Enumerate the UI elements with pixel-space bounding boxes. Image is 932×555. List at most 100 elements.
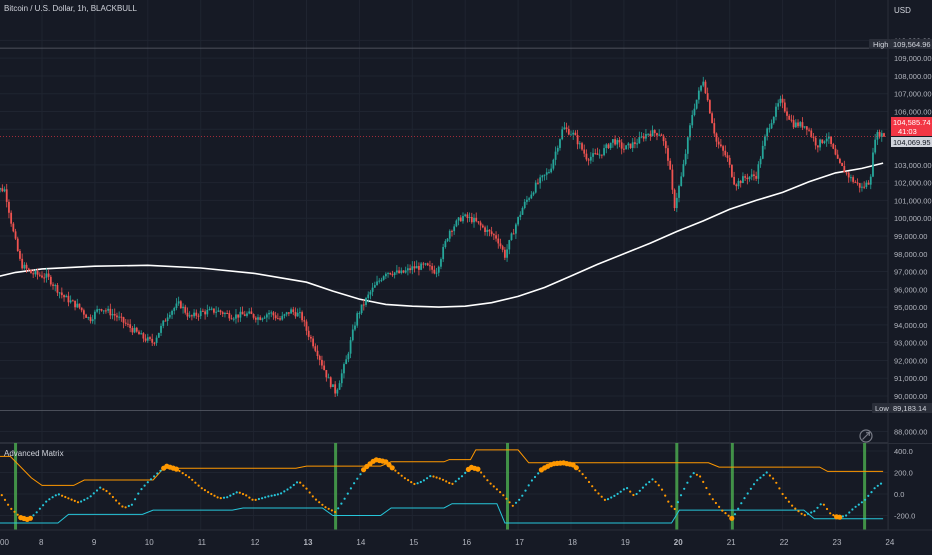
- candle-body: [230, 318, 233, 320]
- candle-body: [519, 214, 522, 218]
- candle-body: [832, 143, 835, 149]
- candle-body: [673, 189, 676, 209]
- chart-settings-icon[interactable]: [859, 429, 873, 443]
- oscillator-dot: [270, 494, 273, 497]
- candle-body: [808, 129, 810, 131]
- oscillator-dot: [654, 480, 657, 483]
- oscillator-dot: [622, 488, 626, 491]
- signal-bar: [675, 443, 679, 530]
- candle-body: [356, 313, 359, 326]
- oscillator-dot: [781, 492, 784, 496]
- price-tick-label: 100,000.00: [894, 214, 932, 223]
- candle-body: [312, 338, 315, 347]
- candle-body: [133, 327, 136, 333]
- currency-label[interactable]: USD: [894, 6, 911, 15]
- candle-body: [847, 172, 850, 178]
- candle-body: [89, 317, 92, 322]
- price-axis[interactable]: [888, 0, 932, 443]
- candle-body: [572, 132, 575, 135]
- oscillator-dot: [791, 504, 794, 507]
- oscillator-dot: [527, 484, 530, 487]
- time-label: 20: [674, 538, 683, 547]
- oscillator-dot: [92, 492, 95, 495]
- price-tick-label: 107,000.00: [894, 90, 932, 99]
- time-axis[interactable]: 00 8 9 10 11 12 13 14 15 16 17 18 19 20 21 22 23 24: [0, 538, 895, 547]
- lower-band-line: [0, 503, 884, 524]
- candle-body: [726, 155, 729, 158]
- candle-body: [323, 365, 326, 371]
- price-tick-label: 106,000.00: [894, 108, 932, 117]
- candle-body: [481, 225, 484, 228]
- oscillator-dot: [159, 469, 162, 472]
- candle-body: [43, 277, 46, 279]
- candle-body: [138, 331, 140, 335]
- candle-body: [823, 141, 826, 143]
- candle-body: [96, 309, 99, 312]
- low-value-badge: [891, 403, 932, 413]
- candle-body: [321, 359, 323, 366]
- oscillator-dot: [746, 492, 749, 495]
- oscillator-dot: [511, 504, 514, 507]
- candle-body: [649, 133, 652, 137]
- candle-body: [656, 133, 658, 136]
- oscillator-dot: [626, 487, 629, 490]
- candle-body: [660, 134, 663, 136]
- candle-body: [204, 311, 207, 315]
- oscillator-dot: [724, 511, 727, 515]
- price-tick-label: 88,000.00: [894, 428, 927, 437]
- candle-body: [700, 85, 702, 91]
- oscillator-dot: [32, 514, 35, 517]
- candle-body: [327, 377, 330, 379]
- price-tick-label: 95,000.00: [894, 303, 927, 312]
- candle-body: [301, 312, 303, 321]
- oscillator-dot: [492, 485, 495, 488]
- candle-body: [431, 266, 434, 270]
- oscillator-dot: [864, 498, 867, 501]
- candle-body: [856, 182, 859, 184]
- candle-body: [825, 138, 828, 142]
- oscillator-dot: [870, 491, 873, 494]
- candle-body: [623, 148, 625, 150]
- high-label-badge: [869, 39, 891, 49]
- candle-body: [404, 270, 407, 273]
- oscillator-dot: [495, 488, 498, 491]
- low-label: Low: [875, 404, 889, 413]
- oscillator-dot: [762, 474, 765, 477]
- candle-body: [232, 318, 235, 320]
- candle-body: [731, 164, 733, 177]
- oscillator-dot: [216, 496, 219, 499]
- candle-body: [812, 136, 815, 138]
- oscillator-dot: [667, 500, 670, 503]
- candle-body: [444, 241, 447, 248]
- candle-body: [69, 300, 72, 303]
- candle-body: [283, 314, 286, 316]
- candle-body: [539, 177, 542, 184]
- oscillator-dot: [219, 497, 222, 500]
- oscillator-dot: [403, 477, 406, 480]
- candle-body: [274, 315, 277, 319]
- oscillator-dot: [530, 479, 534, 482]
- oscillator-dot: [203, 489, 206, 492]
- candle-body: [387, 272, 389, 274]
- oscillator-dot: [721, 509, 724, 512]
- oscillator-dot: [441, 478, 445, 481]
- oscillator-dot: [118, 502, 121, 505]
- price-tick-label: 97,000.00: [894, 268, 927, 277]
- candle-body: [627, 143, 630, 146]
- price-axis-ticks: 110,000.00109,000.00108,000.00107,000.00…: [894, 36, 932, 436]
- candle-body: [263, 317, 266, 319]
- candle-body: [182, 306, 184, 309]
- candle-body: [173, 308, 176, 311]
- candle-body: [755, 176, 758, 179]
- candle-body: [717, 141, 720, 145]
- time-label: 14: [356, 538, 365, 547]
- oscillator-dot: [803, 514, 806, 517]
- candle-body: [144, 338, 147, 341]
- low-marker: Low 89,183.14: [872, 403, 932, 413]
- candle-body: [56, 285, 59, 293]
- indicator-title[interactable]: Advanced Matrix: [4, 449, 64, 458]
- oscillator-dot: [787, 500, 791, 503]
